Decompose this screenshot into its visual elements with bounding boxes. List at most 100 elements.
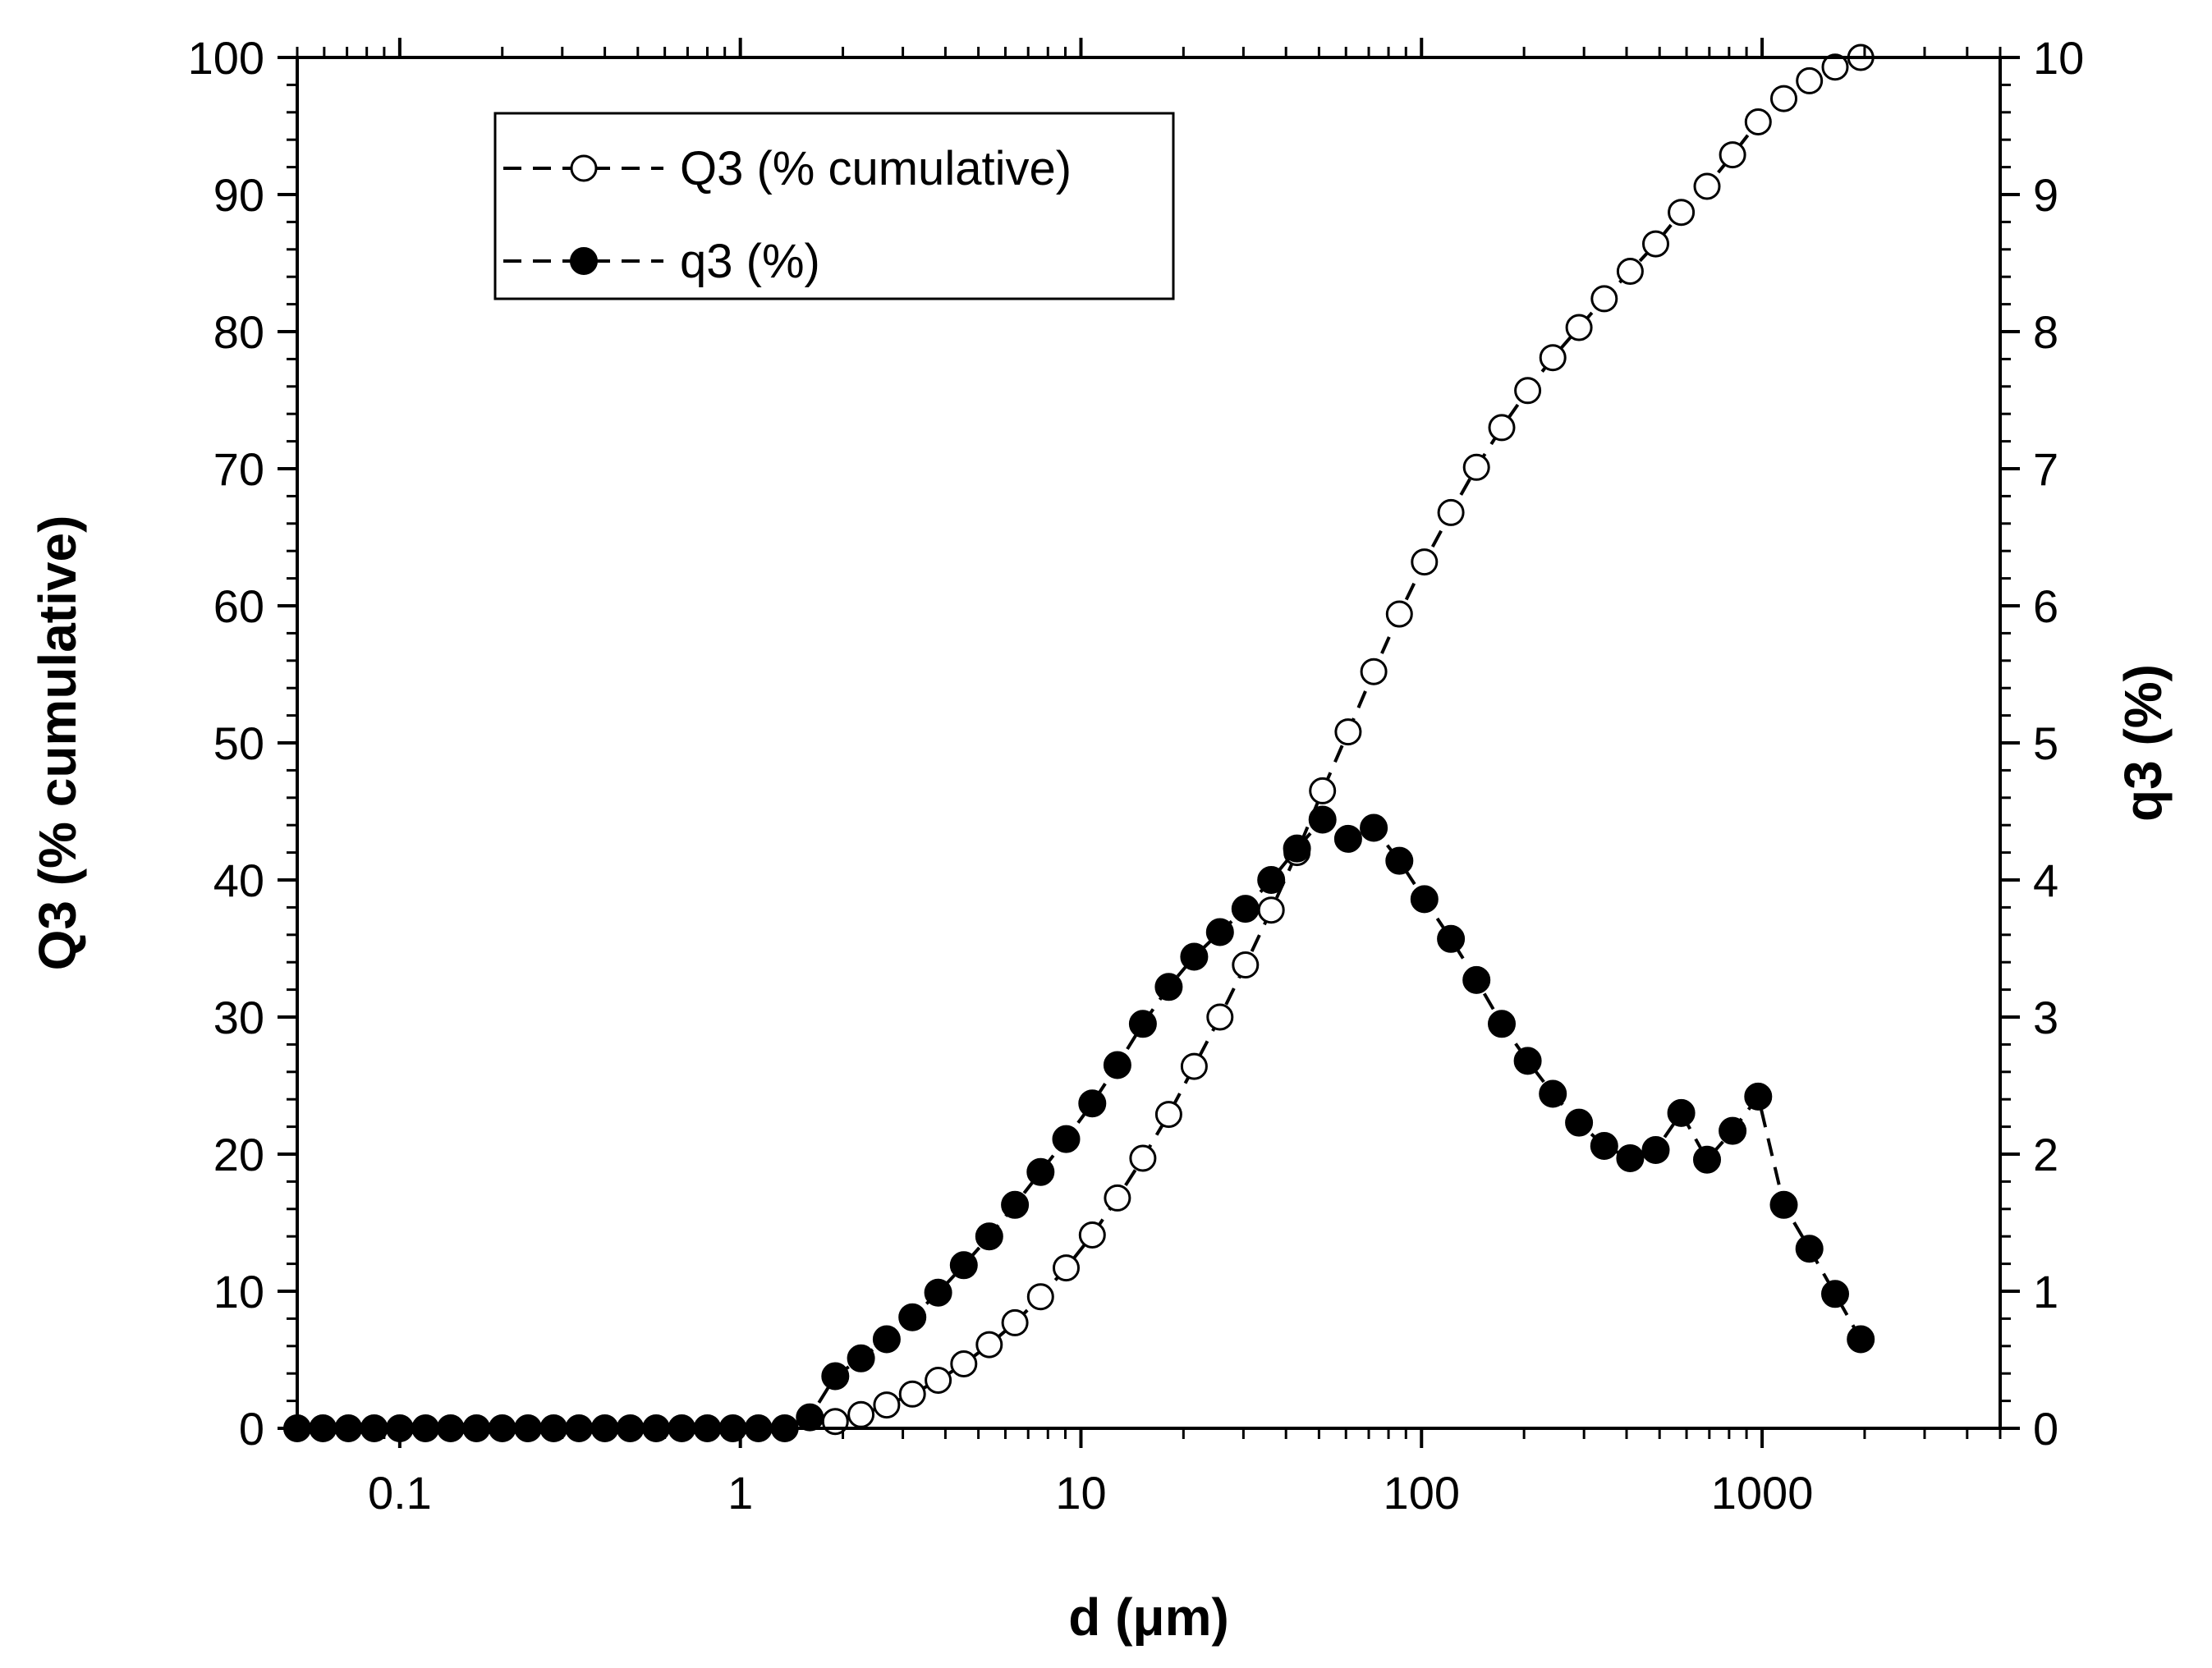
y-tick-label: 80 [213,306,264,358]
data-point-q3-density [1283,834,1311,863]
data-point-Q3-cumulative [950,1350,978,1377]
data-point-Q3-cumulative [1180,1052,1208,1080]
data-point-q3-density [872,1325,901,1354]
data-point-Q3-cumulative [1565,314,1593,341]
legend-q3-density-marker [570,247,598,275]
data-point-q3-density [1333,824,1362,853]
axes-layer: 0.1 1 10 100 1000 0 0 10 1 20 2 30 3 40 4 50 5 60 6 70 7 80 8 9… [188,32,2085,1519]
data-point-q3-density [1385,846,1414,875]
data-point-q3-density [1052,1125,1081,1153]
data-point-Q3-cumulative [1309,777,1337,804]
x-axis-title: d (μm) [1068,1588,1229,1647]
y2-tick-label: 3 [2033,992,2058,1043]
data-point-q3-density [1693,1145,1721,1174]
y-tick-label: 40 [213,855,264,906]
data-point-q3-density [796,1403,824,1432]
data-point-Q3-cumulative [1437,498,1465,526]
legend-q3-density-label: q3 (%) [680,235,820,288]
y-tick-label: 20 [213,1129,264,1180]
legend: Q3 (% cumulative) q3 (%) [493,112,1175,300]
data-point-Q3-cumulative [847,1400,875,1428]
y-tick-label: 50 [213,717,264,769]
data-point-q3-density [1744,1082,1773,1111]
data-point-q3-density [1410,885,1439,914]
data-point-q3-density [1539,1079,1567,1108]
data-point-Q3-cumulative [1821,53,1849,81]
y-tick-label: 90 [213,169,264,221]
legend-q3-label: Q3 (% cumulative) [680,142,1072,195]
data-point-q3-density [1847,1325,1875,1354]
y2-tick-label: 7 [2033,443,2058,495]
y-tick-label: 70 [213,443,264,495]
data-point-q3-density [1205,918,1234,946]
y2-tick-label: 8 [2033,306,2058,358]
y2-tick-label: 0 [2033,1403,2058,1455]
data-point-Q3-cumulative [1668,199,1696,227]
data-point-q3-density [949,1251,978,1280]
x-tick-label: 10 [1055,1467,1106,1519]
data-point-q3-density [898,1303,927,1331]
data-point-Q3-cumulative [1232,951,1260,978]
data-point-q3-density [975,1222,1003,1251]
data-point-q3-density [1026,1157,1055,1186]
y-tick-label: 30 [213,992,264,1043]
data-point-Q3-cumulative [1462,453,1490,481]
x-tick-label: 0.1 [368,1467,432,1519]
data-point-q3-density [1180,942,1209,971]
data-point-q3-density [1437,924,1466,953]
data-point-Q3-cumulative [1001,1308,1029,1336]
y2-tick-label: 2 [2033,1129,2058,1180]
data-point-q3-density [821,1362,850,1391]
y2-tick-label: 6 [2033,580,2058,632]
data-point-Q3-cumulative [1334,718,1362,746]
data-point-q3-density [1513,1047,1542,1075]
data-point-Q3-cumulative [1719,141,1746,169]
data-point-Q3-cumulative [925,1367,952,1394]
data-point-q3-density [1308,805,1337,834]
data-point-q3-density [847,1344,875,1372]
y2-axis-title: q3 (%) [2113,664,2173,822]
y2-tick-label: 10 [2033,32,2084,84]
data-point-Q3-cumulative [1539,344,1567,372]
data-point-q3-density [1795,1235,1824,1263]
data-point-q3-density [1821,1280,1849,1308]
y2-tick-label: 5 [2033,717,2058,769]
data-point-Q3-cumulative [1488,414,1516,442]
data-point-q3-density [1488,1010,1516,1038]
x-tick-label: 1000 [1711,1467,1814,1519]
y2-tick-label: 1 [2033,1266,2058,1317]
data-point-Q3-cumulative [1385,600,1413,628]
data-point-Q3-cumulative [1616,258,1644,285]
data-point-q3-density [1719,1116,1747,1145]
data-point-Q3-cumulative [1360,658,1388,685]
data-point-Q3-cumulative [1590,285,1618,313]
y-tick-label: 0 [239,1403,264,1455]
data-point-q3-density [1590,1132,1618,1160]
data-point-q3-density [1078,1089,1107,1118]
data-point-q3-density [1001,1190,1030,1219]
data-point-q3-density [1360,813,1388,842]
data-point-Q3-cumulative [1206,1003,1234,1031]
data-point-Q3-cumulative [1744,108,1772,135]
y2-tick-label: 9 [2033,169,2058,221]
data-point-Q3-cumulative [1026,1283,1054,1311]
data-point-q3-density [1128,1010,1157,1038]
data-point-q3-density [1231,895,1260,923]
data-point-Q3-cumulative [1411,548,1439,576]
data-point-q3-density [1154,973,1183,1001]
y-tick-label: 100 [188,32,264,84]
data-point-q3-density [1565,1108,1594,1137]
y-tick-label: 10 [213,1266,264,1317]
data-point-q3-density [1103,1051,1131,1079]
x-tick-label: 100 [1384,1467,1460,1519]
y-axis-title: Q3 (% cumulative) [28,516,87,971]
data-point-q3-density [1616,1144,1645,1172]
data-point-Q3-cumulative [1078,1221,1106,1249]
data-point-q3-density [924,1278,952,1307]
data-point-Q3-cumulative [1104,1184,1131,1212]
data-point-Q3-cumulative [1770,85,1797,112]
data-point-Q3-cumulative [1693,172,1721,200]
data-point-q3-density [1667,1098,1696,1127]
data-point-Q3-cumulative [1129,1144,1157,1172]
